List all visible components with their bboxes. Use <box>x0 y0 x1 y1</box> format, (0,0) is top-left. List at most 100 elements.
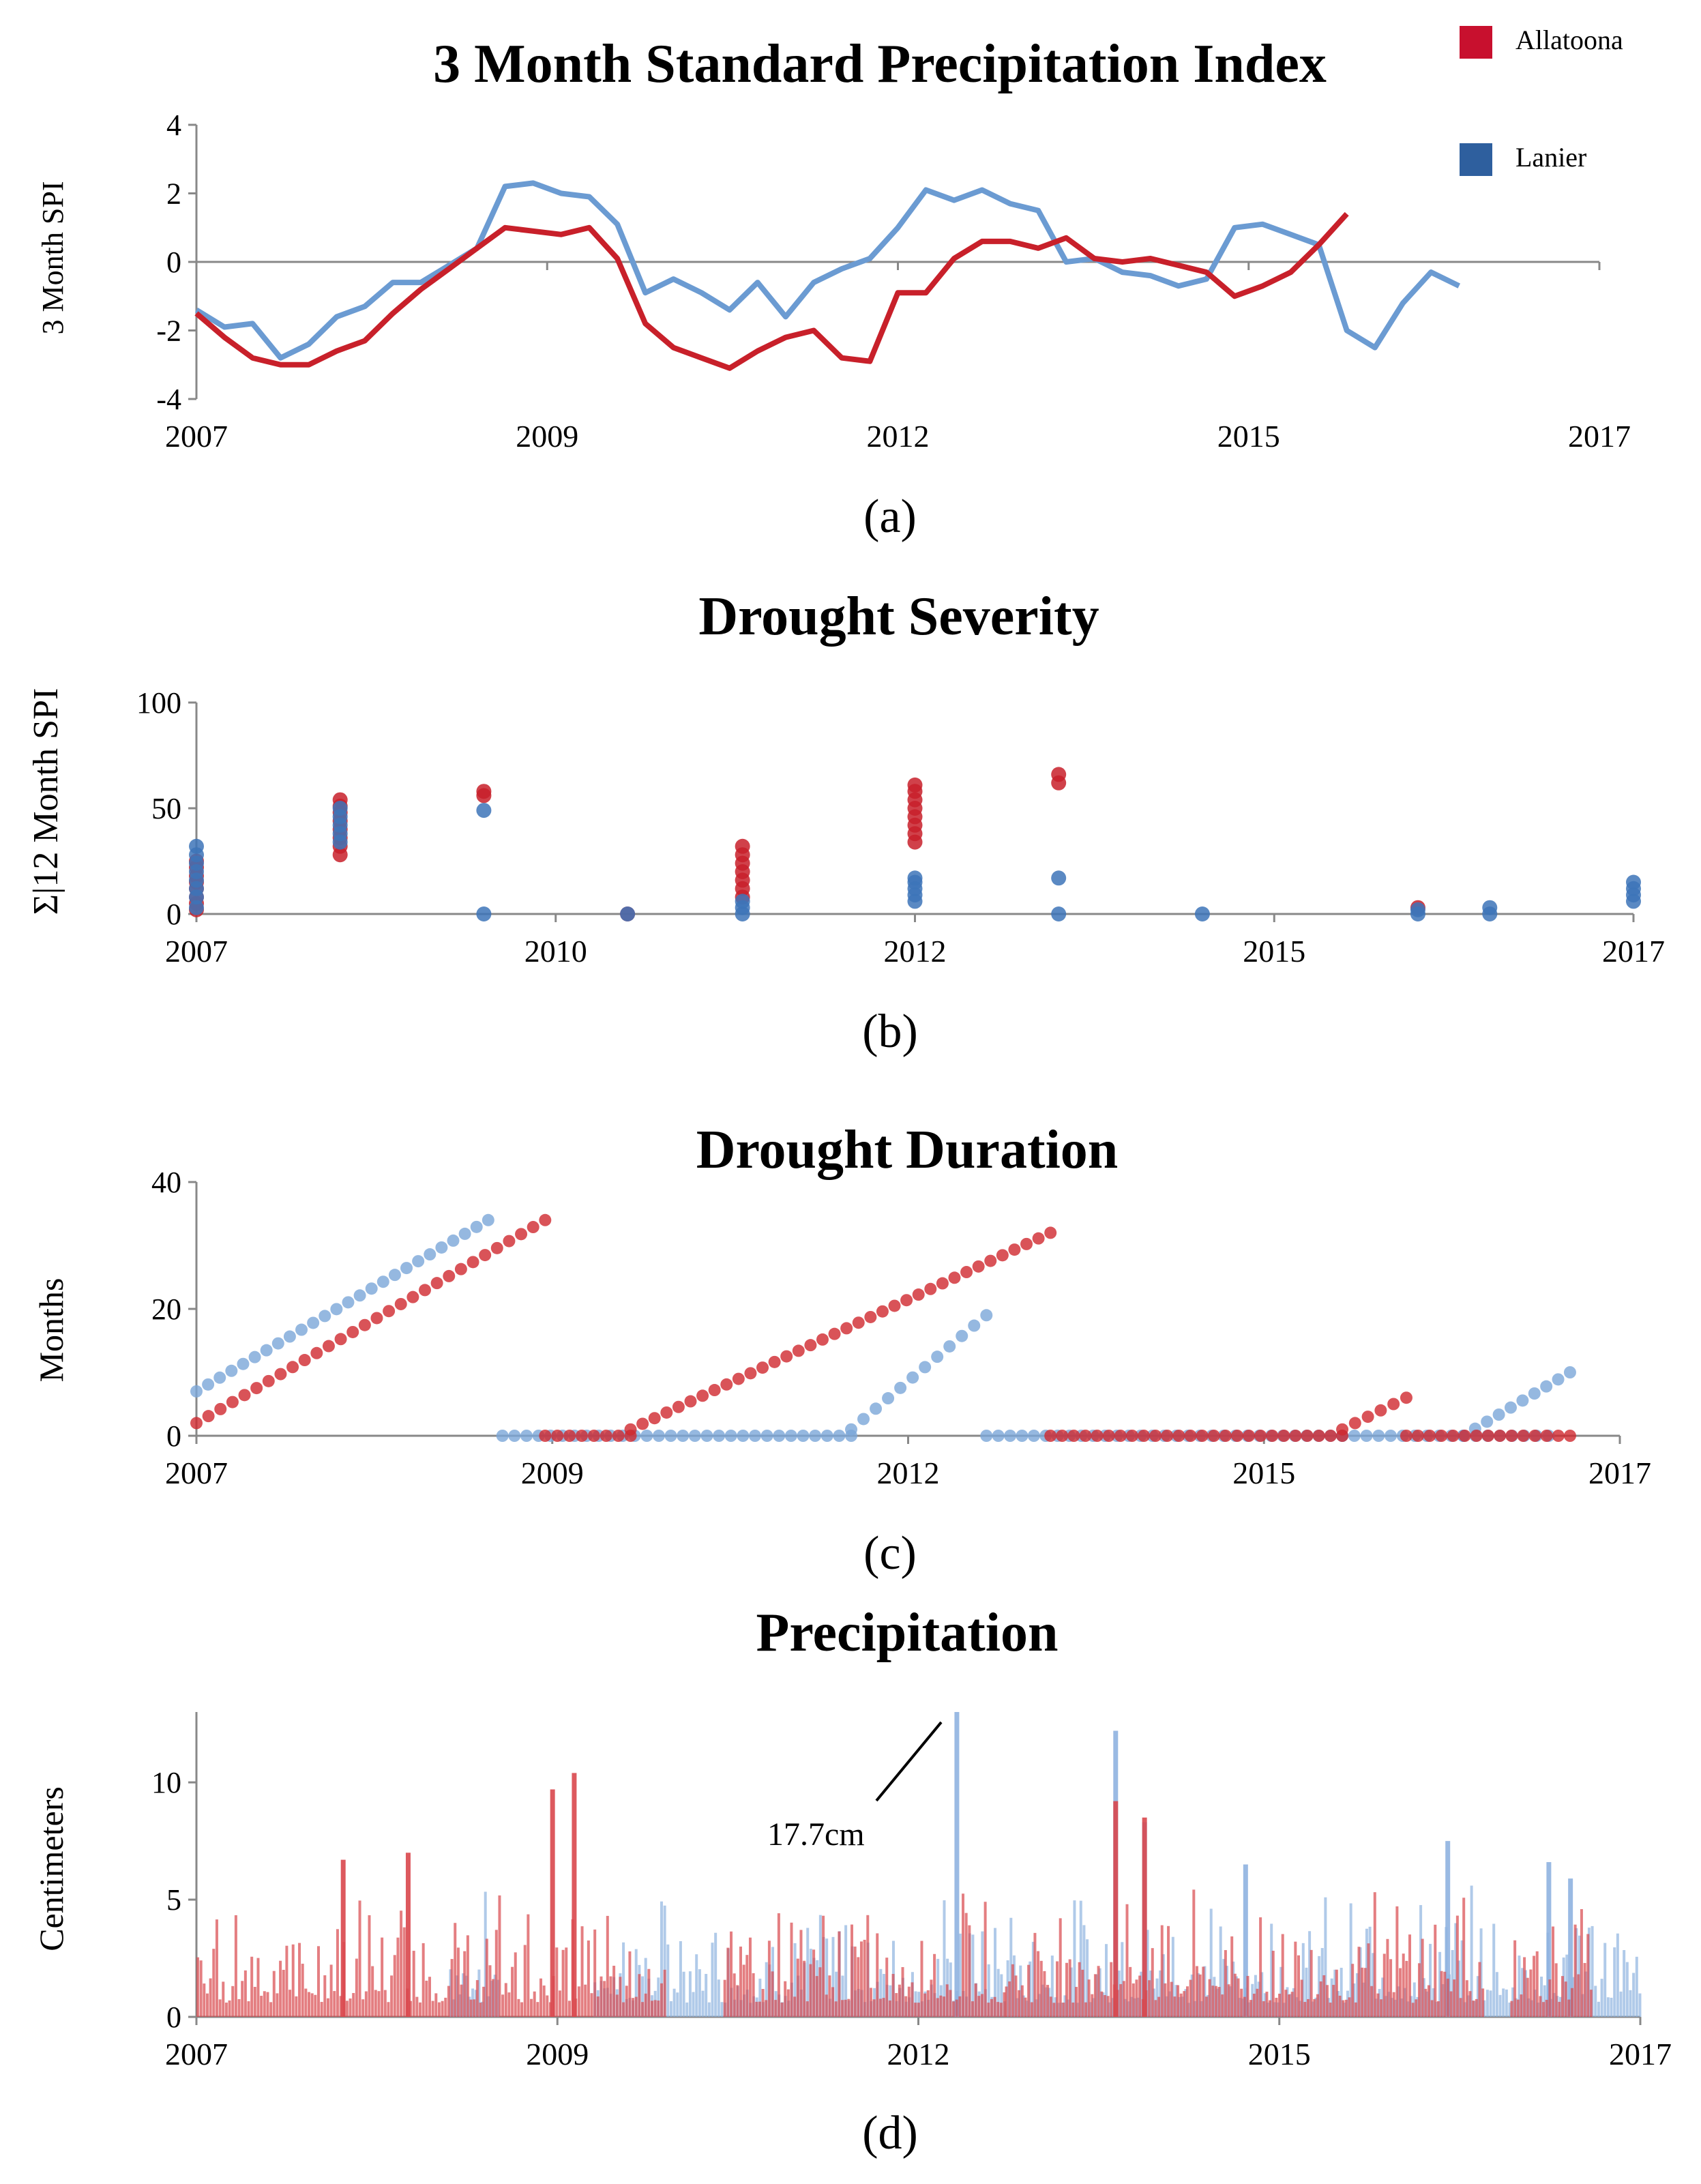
precip-bar-lanier <box>1393 1999 1397 2017</box>
duration-point-allatoona <box>467 1256 479 1269</box>
legend-swatch-lanier <box>1460 143 1492 176</box>
precip-bar-allatoona <box>533 1991 536 2017</box>
precip-bar-lanier <box>1254 1975 1257 2017</box>
precip-bar-allatoona <box>1332 1985 1335 2017</box>
precip-bar-allatoona <box>504 1983 507 2017</box>
panel-d-title: Precipitation <box>756 1603 1059 1663</box>
precip-bar-allatoona <box>885 1958 889 2017</box>
precip-bar-allatoona <box>243 1970 247 2017</box>
precip-bar-lanier <box>1543 1985 1546 2017</box>
precip-bar-allatoona <box>1399 1968 1402 2017</box>
panel-c-y-tick-label: 0 <box>166 1419 181 1453</box>
precip-bar-lanier <box>1318 1956 1321 2017</box>
precip-bar-lanier <box>1635 1956 1638 2017</box>
precip-bar-lanier <box>1086 1939 1089 2017</box>
precip-bar-allatoona <box>958 1996 962 2017</box>
precip-bar-allatoona <box>1478 1962 1481 2017</box>
precip-bar-lanier <box>958 1933 962 2017</box>
duration-point-allatoona <box>346 1325 359 1338</box>
precip-bar-lanier <box>471 1988 475 2017</box>
precip-bar-allatoona <box>247 2001 250 2017</box>
precip-bar-allatoona <box>1003 1992 1006 2017</box>
precip-peak-lanier <box>1243 1864 1248 2017</box>
precip-peak-allatoona <box>1113 1801 1119 2017</box>
precip-bar-lanier <box>1406 2001 1410 2017</box>
severity-point-allatoona <box>1051 767 1067 782</box>
panel-d-y-tick-label: 10 <box>151 1766 181 1799</box>
duration-point-allatoona <box>262 1374 275 1387</box>
precip-bar-lanier <box>493 1975 497 2017</box>
precip-bar-allatoona <box>1221 1994 1224 2017</box>
duration-point-allatoona <box>804 1339 817 1352</box>
precip-bar-allatoona <box>1395 1906 1399 2017</box>
precip-bar-allatoona <box>1523 1957 1526 2017</box>
precip-bar-lanier <box>1485 1990 1489 2017</box>
precip-bar-lanier <box>1387 1992 1391 2017</box>
precip-bar-allatoona <box>555 1947 559 2017</box>
precip-bar-allatoona <box>796 1958 799 2017</box>
duration-point-lanier <box>724 1430 737 1442</box>
precip-bar-lanier <box>1280 1966 1283 2017</box>
precip-bar-allatoona <box>396 1937 400 2017</box>
precip-bar-lanier <box>663 1905 666 2017</box>
duration-point-allatoona <box>1254 1430 1267 1442</box>
precip-bar-lanier <box>1352 1983 1356 2017</box>
precip-bar-allatoona <box>1269 2000 1272 2017</box>
precip-bar-lanier <box>1435 2001 1438 2017</box>
precip-bar-allatoona <box>828 1975 831 2017</box>
duration-point-lanier <box>319 1310 331 1323</box>
precip-bar-allatoona <box>1580 1909 1583 2017</box>
precip-bar-allatoona <box>253 1986 256 2017</box>
duration-point-allatoona <box>624 1423 637 1436</box>
precip-bar-lanier <box>1260 1972 1264 2017</box>
precip-bar-allatoona <box>863 1939 866 2017</box>
precip-bar-lanier <box>1397 1986 1400 2017</box>
precip-bar-lanier <box>1121 1942 1124 2017</box>
precip-bar-allatoona <box>434 1993 438 2017</box>
precip-bar-allatoona <box>628 1951 632 2017</box>
duration-point-lanier <box>1540 1380 1553 1393</box>
precip-bar-allatoona <box>326 1998 329 2017</box>
precip-bar-allatoona <box>609 1976 612 2017</box>
duration-point-allatoona <box>972 1260 985 1273</box>
precip-bar-allatoona <box>546 1995 549 2017</box>
precip-bar-allatoona <box>993 1996 996 2017</box>
precip-bar-lanier <box>1600 1979 1603 2017</box>
precip-bar-allatoona <box>1122 1981 1125 2017</box>
precip-bar-allatoona <box>1455 1915 1459 2017</box>
precip-bar-lanier <box>458 1994 462 2017</box>
duration-point-lanier <box>1384 1430 1397 1442</box>
duration-point-lanier <box>237 1357 250 1370</box>
precip-bar-lanier <box>1305 1967 1308 2017</box>
precip-bar-allatoona <box>584 1984 587 2017</box>
precip-bar-allatoona <box>1513 1940 1517 2017</box>
precip-bar-allatoona <box>765 2000 768 2017</box>
severity-point-lanier <box>1626 874 1641 890</box>
precip-bar-allatoona <box>298 1943 301 2017</box>
panel-d-y-tick-label: 0 <box>166 2001 181 2034</box>
precip-bar-allatoona <box>473 1999 476 2017</box>
precip-bar-allatoona <box>799 1930 803 2017</box>
duration-point-allatoona <box>1125 1430 1138 1442</box>
precip-bar-allatoona <box>1240 1988 1243 2017</box>
duration-point-allatoona <box>383 1305 396 1318</box>
precip-bar-allatoona <box>990 1998 993 2017</box>
precip-bar-allatoona <box>1189 1979 1192 2017</box>
duration-point-allatoona <box>1289 1430 1302 1442</box>
panel-b-ylabel: Σ|12 Month SPI <box>27 688 65 915</box>
severity-point-lanier <box>1482 900 1498 915</box>
precip-bar-allatoona <box>1018 1990 1021 2017</box>
precip-bar-allatoona <box>936 1998 939 2017</box>
precip-bar-lanier <box>1207 1994 1210 2017</box>
precip-bar-lanier <box>1247 2002 1251 2017</box>
precip-bar-allatoona <box>383 1990 387 2017</box>
precip-bar-allatoona <box>619 1977 622 2017</box>
precip-bar-allatoona <box>409 2001 413 2017</box>
precip-bar-lanier <box>462 1973 465 2017</box>
panel-b-y-tick-label: 50 <box>151 792 181 825</box>
duration-point-allatoona <box>648 1412 661 1425</box>
precip-bar-allatoona <box>733 1973 736 2017</box>
precip-bar-allatoona <box>428 1977 431 2017</box>
precip-bar-lanier <box>1464 2002 1467 2017</box>
